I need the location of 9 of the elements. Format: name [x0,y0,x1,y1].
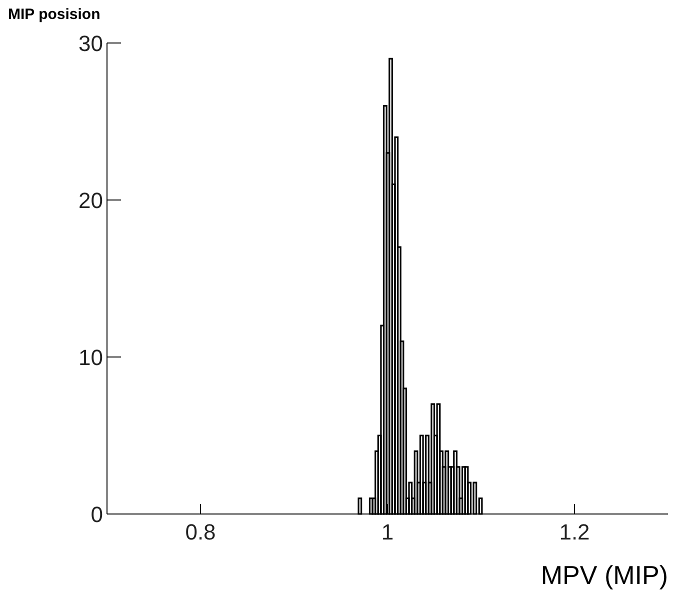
x-tick-label: 1 [381,520,394,545]
y-tick-label: 10 [78,344,103,370]
x-tick-label: 0.8 [185,520,216,545]
y-tick-label: 20 [78,188,103,213]
x-tick-label: 1.2 [559,520,590,545]
y-tick-label: 0 [90,502,103,527]
x-axis-title: MPV (MIP) [540,560,668,591]
y-tick-label: 30 [78,30,103,56]
chart-title: MIP posision [8,6,100,23]
